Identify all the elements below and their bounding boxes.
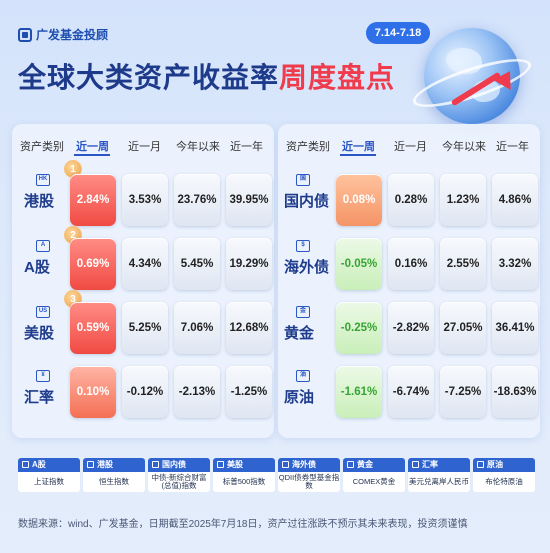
- col-header-month[interactable]: 近一月: [394, 141, 427, 153]
- legend-item: 海外债 QDII债券型基金指数: [278, 458, 340, 492]
- yuan-icon: ¥: [36, 370, 50, 382]
- cell-month: 5.25%: [122, 302, 168, 354]
- date-range-badge: 7.14-7.18: [366, 22, 430, 44]
- cell-week: -0.05%: [336, 238, 382, 290]
- cell-week: 0.59%: [70, 302, 116, 354]
- cell-month: -6.74%: [388, 366, 434, 418]
- cell-ytd: 5.45%: [174, 238, 220, 290]
- col-header-week[interactable]: 近一周: [76, 141, 109, 153]
- globe-icon: [408, 28, 536, 124]
- legend-item: A股 上证指数: [18, 458, 80, 492]
- brand-name: 广发基金投顾: [36, 28, 109, 42]
- asset-name: 海外债: [284, 259, 330, 276]
- col-header-asset: 资产类别: [20, 141, 64, 153]
- cell-year: 39.95%: [226, 174, 272, 226]
- asset-name: 黄金: [284, 325, 315, 342]
- a-share-icon: A: [36, 240, 50, 252]
- asset-name: 美股: [24, 325, 55, 342]
- col-header-ytd[interactable]: 今年以来: [176, 141, 220, 153]
- legend-item: 国内债 中债-新综合财富(总值)指数: [148, 458, 210, 492]
- brand-logo-icon: [18, 27, 32, 42]
- asset-name: A股: [24, 259, 50, 276]
- cell-week: 2.84%: [70, 174, 116, 226]
- cell-year: -1.25%: [226, 366, 272, 418]
- col-header-ytd[interactable]: 今年以来: [442, 141, 486, 153]
- asset-name: 原油: [284, 389, 315, 406]
- oil-drop-icon: 油: [296, 370, 310, 382]
- asset-fx: ¥ 汇率: [24, 368, 72, 428]
- overseas-bond-icon: $: [296, 240, 310, 252]
- cell-week: 0.69%: [70, 238, 116, 290]
- left-asset-panel: 资产类别 近一周 近一月 今年以来 近一年 HK 港股 1 2.84% 3.53…: [12, 124, 274, 438]
- cell-week: 0.10%: [70, 366, 116, 418]
- cell-year: 4.86%: [492, 174, 538, 226]
- legend-item: 原油 布伦特原油: [473, 458, 535, 492]
- domestic-bond-icon: 国: [296, 174, 310, 186]
- cell-month: 0.16%: [388, 238, 434, 290]
- active-tab-underline: [340, 154, 376, 156]
- cell-week: -0.25%: [336, 302, 382, 354]
- hk-icon: HK: [36, 174, 50, 186]
- cell-ytd: 2.55%: [440, 238, 486, 290]
- asset-name: 国内债: [284, 193, 330, 210]
- asset-overseas-bond: $ 海外债: [284, 238, 332, 298]
- cell-year: -18.63%: [492, 366, 538, 418]
- legend-item: 港股 恒生指数: [83, 458, 145, 492]
- cell-month: 0.28%: [388, 174, 434, 226]
- col-header-year[interactable]: 近一年: [496, 141, 529, 153]
- asset-us: US 美股: [24, 304, 72, 364]
- cell-month: -2.82%: [388, 302, 434, 354]
- us-icon: US: [36, 306, 50, 318]
- cell-month: -0.12%: [122, 366, 168, 418]
- asset-hk: HK 港股: [24, 172, 72, 232]
- cell-ytd: 1.23%: [440, 174, 486, 226]
- page-title: 全球大类资产收益率周度盘点: [18, 56, 395, 96]
- legend-item: 黄金 COMEX黄金: [343, 458, 405, 492]
- cell-week: 0.08%: [336, 174, 382, 226]
- cell-week: -1.61%: [336, 366, 382, 418]
- legend-item: 汇率 美元兑离岸人民币: [408, 458, 470, 492]
- cell-ytd: 27.05%: [440, 302, 486, 354]
- col-header-week[interactable]: 近一周: [342, 141, 375, 153]
- col-header-asset: 资产类别: [286, 141, 330, 153]
- asset-name: 汇率: [24, 389, 55, 406]
- cell-ytd: 7.06%: [174, 302, 220, 354]
- asset-crude-oil: 油 原油: [284, 368, 332, 428]
- cell-year: 36.41%: [492, 302, 538, 354]
- cell-month: 4.34%: [122, 238, 168, 290]
- col-header-month[interactable]: 近一月: [128, 141, 161, 153]
- cell-year: 19.29%: [226, 238, 272, 290]
- legend-item: 美股 标普500指数: [213, 458, 275, 492]
- data-source-footnote: 数据来源：wind、广发基金，日期截至2025年7月18日，资产过往涨跌不预示其…: [18, 519, 468, 530]
- col-header-year[interactable]: 近一年: [230, 141, 263, 153]
- asset-domestic-bond: 国 国内债: [284, 172, 332, 232]
- asset-a-share: A A股: [24, 238, 72, 298]
- title-main: 全球大类资产收益率: [18, 62, 280, 93]
- brand-logo: 广发基金投顾: [18, 26, 108, 43]
- asset-name: 港股: [24, 193, 55, 210]
- right-asset-panel: 资产类别 近一周 近一月 今年以来 近一年 国 国内债 0.08% 0.28% …: [278, 124, 540, 438]
- asset-gold: 金 黄金: [284, 304, 332, 364]
- cell-year: 3.32%: [492, 238, 538, 290]
- cell-year: 12.68%: [226, 302, 272, 354]
- cell-ytd: -2.13%: [174, 366, 220, 418]
- cell-month: 3.53%: [122, 174, 168, 226]
- cell-ytd: 23.76%: [174, 174, 220, 226]
- gold-icon: 金: [296, 306, 310, 318]
- active-tab-underline: [74, 154, 110, 156]
- title-highlight: 周度盘点: [279, 62, 396, 93]
- cell-ytd: -7.25%: [440, 366, 486, 418]
